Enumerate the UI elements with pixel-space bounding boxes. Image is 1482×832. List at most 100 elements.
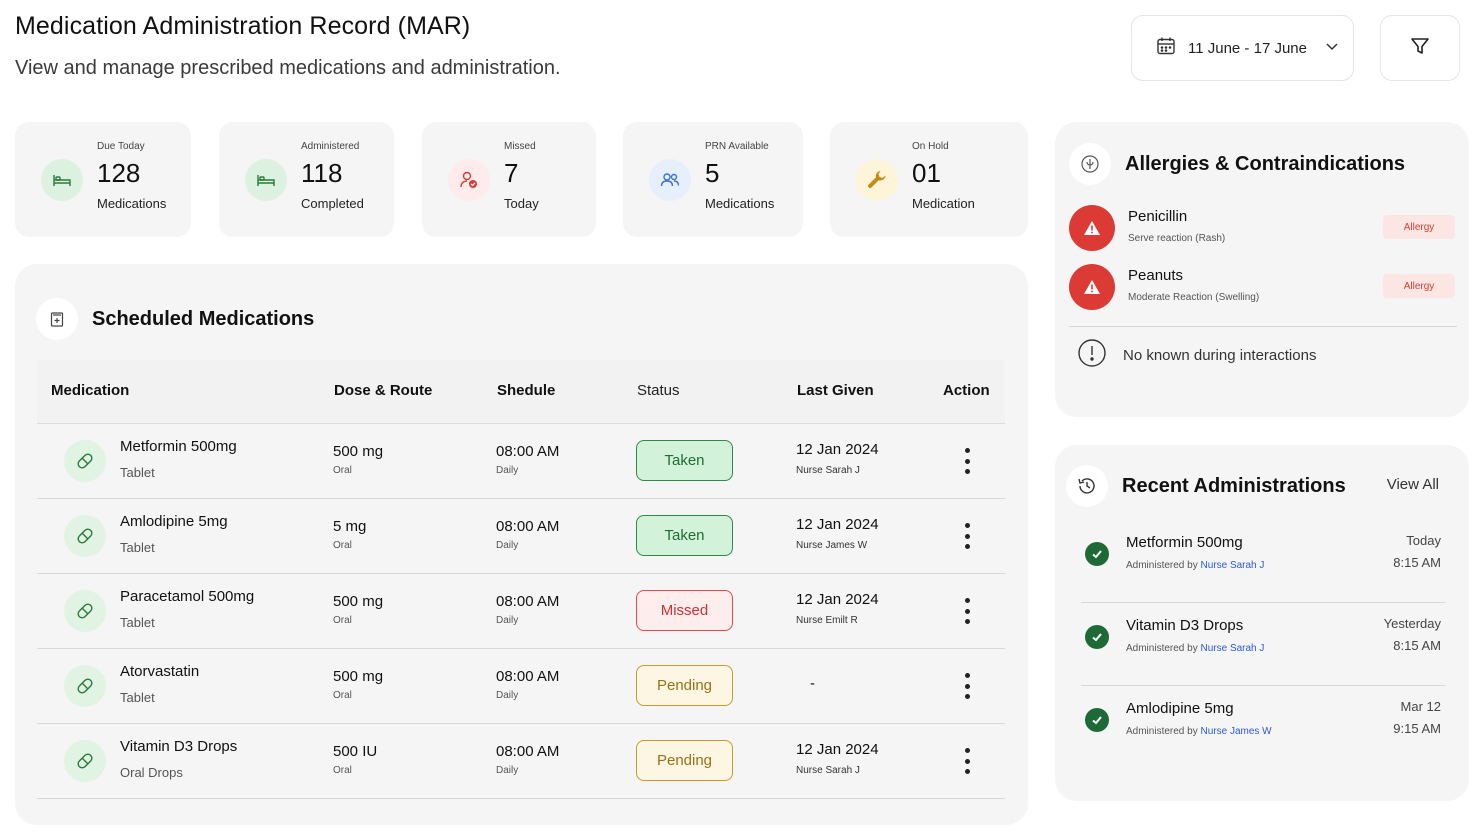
recent-item: Vitamin D3 Drops Administered by Nurse S… bbox=[1081, 604, 1445, 686]
recent-administrations-panel: Recent Administrations View All Metformi… bbox=[1055, 445, 1469, 801]
check-icon bbox=[1085, 542, 1109, 566]
nurse-link[interactable]: Nurse Sarah J bbox=[1200, 643, 1265, 654]
filter-button[interactable] bbox=[1380, 15, 1460, 81]
status-badge[interactable]: Taken bbox=[636, 440, 733, 481]
history-icon bbox=[1066, 465, 1108, 507]
dose: 5 mg bbox=[333, 518, 367, 535]
recent-item: Amlodipine 5mg Administered by Nurse Jam… bbox=[1081, 687, 1445, 769]
column-header-last-given: Last Given bbox=[797, 382, 874, 399]
dose: 500 mg bbox=[333, 593, 384, 610]
pill-icon bbox=[64, 740, 106, 782]
allergy-badge: Allergy bbox=[1383, 215, 1455, 239]
stat-value: 5 bbox=[705, 158, 720, 188]
administered-by-prefix: Administered by bbox=[1126, 726, 1198, 737]
stat-card-due-today: Due Today 128 Medications bbox=[15, 122, 191, 237]
last-given-by: Nurse Sarah J bbox=[796, 765, 860, 776]
stat-card-administered: Administered 118 Completed bbox=[219, 122, 394, 237]
allergy-badge: Allergy bbox=[1383, 274, 1455, 298]
column-header-medication: Medication bbox=[51, 382, 130, 399]
more-options-icon[interactable] bbox=[959, 598, 975, 624]
stat-value: 01 bbox=[912, 158, 941, 188]
table-row: Paracetamol 500mg Tablet 500 mg Oral 08:… bbox=[37, 574, 1005, 649]
nurse-link[interactable]: Nurse Sarah J bbox=[1200, 560, 1265, 571]
stat-label: Administered bbox=[301, 141, 360, 152]
view-all-link[interactable]: View All bbox=[1386, 476, 1439, 493]
administered-by: Administered by Nurse Sarah J bbox=[1126, 560, 1264, 571]
recent-medication-name: Vitamin D3 Drops bbox=[1126, 617, 1244, 634]
status-badge[interactable]: Pending bbox=[636, 740, 733, 781]
recent-time: 9:15 AM bbox=[1393, 721, 1441, 736]
medication-name: Vitamin D3 Drops bbox=[120, 738, 238, 755]
medicine-box-icon bbox=[36, 298, 78, 340]
divider bbox=[1069, 326, 1457, 327]
medication-name: Metformin 500mg bbox=[120, 438, 237, 455]
medication-form: Oral Drops bbox=[120, 765, 183, 780]
warning-icon bbox=[1069, 264, 1115, 310]
more-options-icon[interactable] bbox=[959, 673, 975, 699]
table-header: Medication Dose & Route Shedule Status L… bbox=[37, 360, 1005, 424]
schedule-time: 08:00 AM bbox=[496, 443, 560, 460]
calendar-icon bbox=[1156, 36, 1176, 61]
more-options-icon[interactable] bbox=[959, 448, 975, 474]
no-known-interactions: No known during interactions bbox=[1077, 338, 1316, 372]
stat-value: 118 bbox=[301, 158, 343, 188]
status-badge[interactable]: Taken bbox=[636, 515, 733, 556]
pill-icon bbox=[64, 515, 106, 557]
schedule-time: 08:00 AM bbox=[496, 743, 560, 760]
administered-by: Administered by Nurse James W bbox=[1126, 726, 1272, 737]
stat-sub: Medications bbox=[97, 196, 167, 211]
recent-medication-name: Metformin 500mg bbox=[1126, 534, 1243, 551]
stat-label: Missed bbox=[504, 141, 536, 152]
pill-icon bbox=[64, 665, 106, 707]
allergy-icon bbox=[1069, 143, 1111, 185]
status-badge[interactable]: Missed bbox=[636, 590, 733, 631]
bed-icon bbox=[41, 159, 83, 201]
pill-icon bbox=[64, 440, 106, 482]
allergy-name: Peanuts bbox=[1128, 267, 1184, 284]
medication-form: Tablet bbox=[120, 615, 155, 630]
allergies-title: Allergies & Contraindications bbox=[1125, 152, 1406, 175]
last-given-by: Nurse Sarah J bbox=[796, 465, 860, 476]
dose: 500 IU bbox=[333, 743, 378, 760]
schedule-frequency: Daily bbox=[496, 690, 519, 701]
schedule-time: 08:00 AM bbox=[496, 593, 560, 610]
scheduled-medications-panel: Scheduled Medications Medication Dose & … bbox=[15, 264, 1028, 825]
stat-card-on-hold: On Hold 01 Medication bbox=[830, 122, 1028, 237]
recent-item: Metformin 500mg Administered by Nurse Sa… bbox=[1081, 521, 1445, 603]
filter-icon bbox=[1409, 35, 1431, 62]
allergy-description: Serve reaction (Rash) bbox=[1128, 233, 1226, 244]
bed-icon bbox=[245, 159, 287, 201]
recent-day: Today bbox=[1406, 533, 1441, 548]
more-options-icon[interactable] bbox=[959, 523, 975, 549]
stat-sub: Today bbox=[504, 196, 539, 211]
column-header-action: Action bbox=[943, 382, 990, 399]
recent-medication-name: Amlodipine 5mg bbox=[1126, 700, 1234, 717]
stat-card-prn: PRN Available 5 Medications bbox=[623, 122, 803, 237]
check-icon bbox=[1085, 708, 1109, 732]
status-badge[interactable]: Pending bbox=[636, 665, 733, 706]
page-subtitle: View and manage prescribed medications a… bbox=[15, 57, 561, 79]
schedule-frequency: Daily bbox=[496, 465, 519, 476]
info-icon bbox=[1077, 338, 1107, 372]
table-row: Amlodipine 5mg Tablet 5 mg Oral 08:00 AM… bbox=[37, 499, 1005, 574]
stat-card-missed: Missed 7 Today bbox=[422, 122, 596, 237]
date-range-picker[interactable]: 11 June - 17 June bbox=[1131, 15, 1354, 81]
allergy-description: Moderate Reaction (Swelling) bbox=[1128, 292, 1260, 303]
route: Oral bbox=[333, 615, 352, 626]
nurse-link[interactable]: Nurse James W bbox=[1200, 726, 1272, 737]
user-check-icon bbox=[448, 159, 490, 201]
medication-form: Tablet bbox=[120, 690, 155, 705]
administered-by-prefix: Administered by bbox=[1126, 643, 1198, 654]
column-header-dose: Dose & Route bbox=[334, 382, 433, 399]
last-given-date: - bbox=[810, 675, 815, 692]
allergy-item: Penicillin Serve reaction (Rash) Allergy bbox=[1069, 205, 1457, 253]
schedule-time: 08:00 AM bbox=[496, 668, 560, 685]
schedule-frequency: Daily bbox=[496, 540, 519, 551]
last-given-by: Nurse James W bbox=[796, 540, 868, 551]
chevron-down-icon bbox=[1325, 39, 1339, 58]
warning-icon bbox=[1069, 205, 1115, 251]
more-options-icon[interactable] bbox=[959, 748, 975, 774]
schedule-time: 08:00 AM bbox=[496, 518, 560, 535]
page-header: Medication Administration Record (MAR) V… bbox=[15, 12, 561, 80]
recent-time: 8:15 AM bbox=[1393, 555, 1441, 570]
